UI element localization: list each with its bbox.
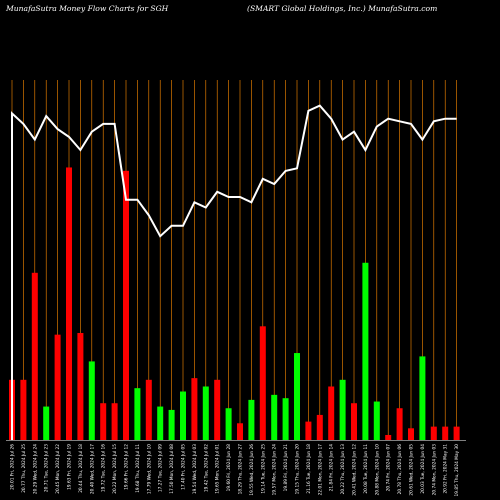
- x-tick-label: 17.79 Wed, 2024 Jul 10: [146, 444, 152, 494]
- bar-down: [77, 332, 84, 440]
- x-tick-label: 19.65 Mon, 2024 Jul 01: [215, 444, 221, 494]
- x-tick-label: 21.16 Tue, 2024 Jun 18: [306, 444, 312, 494]
- x-tick-label: 20.77 Thu, 2024 Jul 25: [21, 444, 27, 493]
- bar-down: [54, 334, 61, 440]
- bar-down: [191, 378, 198, 440]
- bar-up: [43, 406, 50, 440]
- bar-down: [123, 170, 129, 441]
- x-tick-label: 20.44 Thu, 2024 Jul 18: [78, 444, 84, 493]
- bar-up: [271, 394, 278, 440]
- bar-down: [453, 426, 460, 440]
- bar-down: [31, 272, 38, 440]
- price-line: [11, 104, 457, 440]
- bar-up: [282, 398, 289, 440]
- x-tick-label: 20.61 Wed, 2024 Jun 05: [409, 444, 415, 496]
- x-tick-label: 20.45 Mon, 2024 Jul 22: [55, 444, 61, 494]
- volume-bars: [9, 167, 460, 441]
- bar-up: [225, 408, 232, 440]
- x-tick-label: 19.14 Tue, 2024 Jun 25: [260, 444, 266, 494]
- bar-down: [442, 426, 449, 440]
- bar-up: [134, 388, 141, 440]
- x-tick-label: 19.60 Fri, 2024 Jun 28: [226, 444, 232, 492]
- x-tick-label: 17.50 Mon, 2024 Jul 08: [169, 444, 175, 494]
- bar-up: [419, 356, 426, 440]
- x-tick-label: 19.42 Tue, 2024 Jul 02: [203, 444, 209, 492]
- x-tick-label: 20.74 Mon, 2024 Jun 03: [431, 444, 437, 496]
- x-tick-label: 19.63 Fri, 2024 Jul 19: [67, 444, 73, 490]
- bar-down: [408, 428, 414, 440]
- bar-down: [259, 326, 266, 440]
- bar-down: [145, 379, 152, 440]
- bar-down: [214, 379, 221, 440]
- bar-up: [373, 401, 380, 440]
- x-tick-label: 19.54 Wed, 2024 Jul 03: [192, 444, 198, 494]
- bar-up: [88, 361, 95, 440]
- x-tick-label: 20.78 Thu, 2024 Jun 06: [397, 444, 403, 495]
- bar-down: [396, 408, 403, 440]
- x-tick-label: 19.57 Mon, 2024 Jun 24: [272, 444, 278, 496]
- bar-down: [237, 423, 243, 440]
- bar-down: [328, 386, 335, 440]
- x-tick-label: 21.84 Fri, 2024 Jun 14: [329, 444, 335, 492]
- bar-down: [20, 379, 27, 440]
- x-tick-label: 20.22 Mon, 2024 Jul 15: [112, 444, 118, 494]
- x-tick-label: 20.88 Mon, 2024 Jun 10: [374, 444, 380, 496]
- x-tick-label: 19.68 Thu, 2024 Jul 11: [135, 444, 141, 493]
- bar-up: [157, 406, 164, 440]
- x-tick-label: 20.74 Fri, 2024 Jun 07: [386, 444, 392, 492]
- bar-up: [180, 391, 186, 440]
- x-tick-label: 19.89 Fri, 2024 Jun 21: [283, 444, 289, 492]
- bar-down: [100, 403, 107, 440]
- x-tick-label: 20.29 Wed, 2024 Jul 24: [32, 444, 38, 494]
- x-tick-label: 20.92 Fri, 2024 May 31: [443, 444, 449, 494]
- x-tick-label: 22.01 Mon, 2024 Jun 17: [317, 444, 323, 496]
- bar-up: [339, 379, 346, 440]
- bar-up: [294, 353, 300, 440]
- chart-title: MunafaSutra Money Flow Charts for SGH: [5, 4, 169, 13]
- x-tick-labels: 20.01 Fri, 2024 Jul 26 20.77 Thu, 2024 Ju…: [10, 444, 461, 497]
- x-tick-label: 19.85 Thu, 2024 May 30: [454, 444, 460, 497]
- x-tick-label: 17.40 Fri, 2024 Jul 05: [181, 444, 187, 490]
- x-tick-label: 20.03 Tue, 2024 Jun 04: [420, 444, 426, 494]
- x-tick-label: 20.40 Wed, 2024 Jul 17: [89, 444, 95, 494]
- x-tick-label: 20.41 Wed, 2024 Jun 12: [352, 444, 358, 496]
- bar-up: [248, 399, 255, 440]
- bar-up: [202, 386, 209, 440]
- x-tick-label: 20.01 Fri, 2024 Jul 26: [10, 444, 16, 490]
- bar-down: [305, 421, 312, 440]
- x-tick-label: 20.22 Thu, 2024 Jun 13: [340, 444, 346, 495]
- bar-down: [430, 426, 437, 440]
- bar-down: [111, 403, 118, 440]
- bar-up: [168, 409, 175, 440]
- x-tick-label: 19.66 Fri, 2024 Jul 12: [124, 444, 130, 490]
- x-tick-label: 20.71 Tue, 2024 Jul 23: [44, 444, 50, 492]
- x-tick-label: 19.15 Thu, 2024 Jun 20: [295, 444, 301, 495]
- x-tick-label: 17.27 Tue, 2024 Jul 09: [158, 444, 164, 492]
- x-tick-label: 19.72 Tue, 2024 Jul 16: [101, 444, 107, 492]
- bar-up: [362, 262, 369, 440]
- bar-down: [66, 167, 72, 441]
- bar-down: [316, 414, 323, 440]
- bar-down: [385, 434, 392, 440]
- x-tick-label: 19.55 Wed, 2024 Jun 26: [249, 444, 255, 496]
- chart-subtitle: (SMART Global Holdings, Inc.) MunafaSutr…: [247, 4, 437, 13]
- bar-down: [351, 403, 357, 440]
- x-tick-label: 20.08 Tue, 2024 Jun 11: [363, 444, 369, 494]
- x-tick-label: 18.29 Thu, 2024 Jun 27: [238, 444, 244, 495]
